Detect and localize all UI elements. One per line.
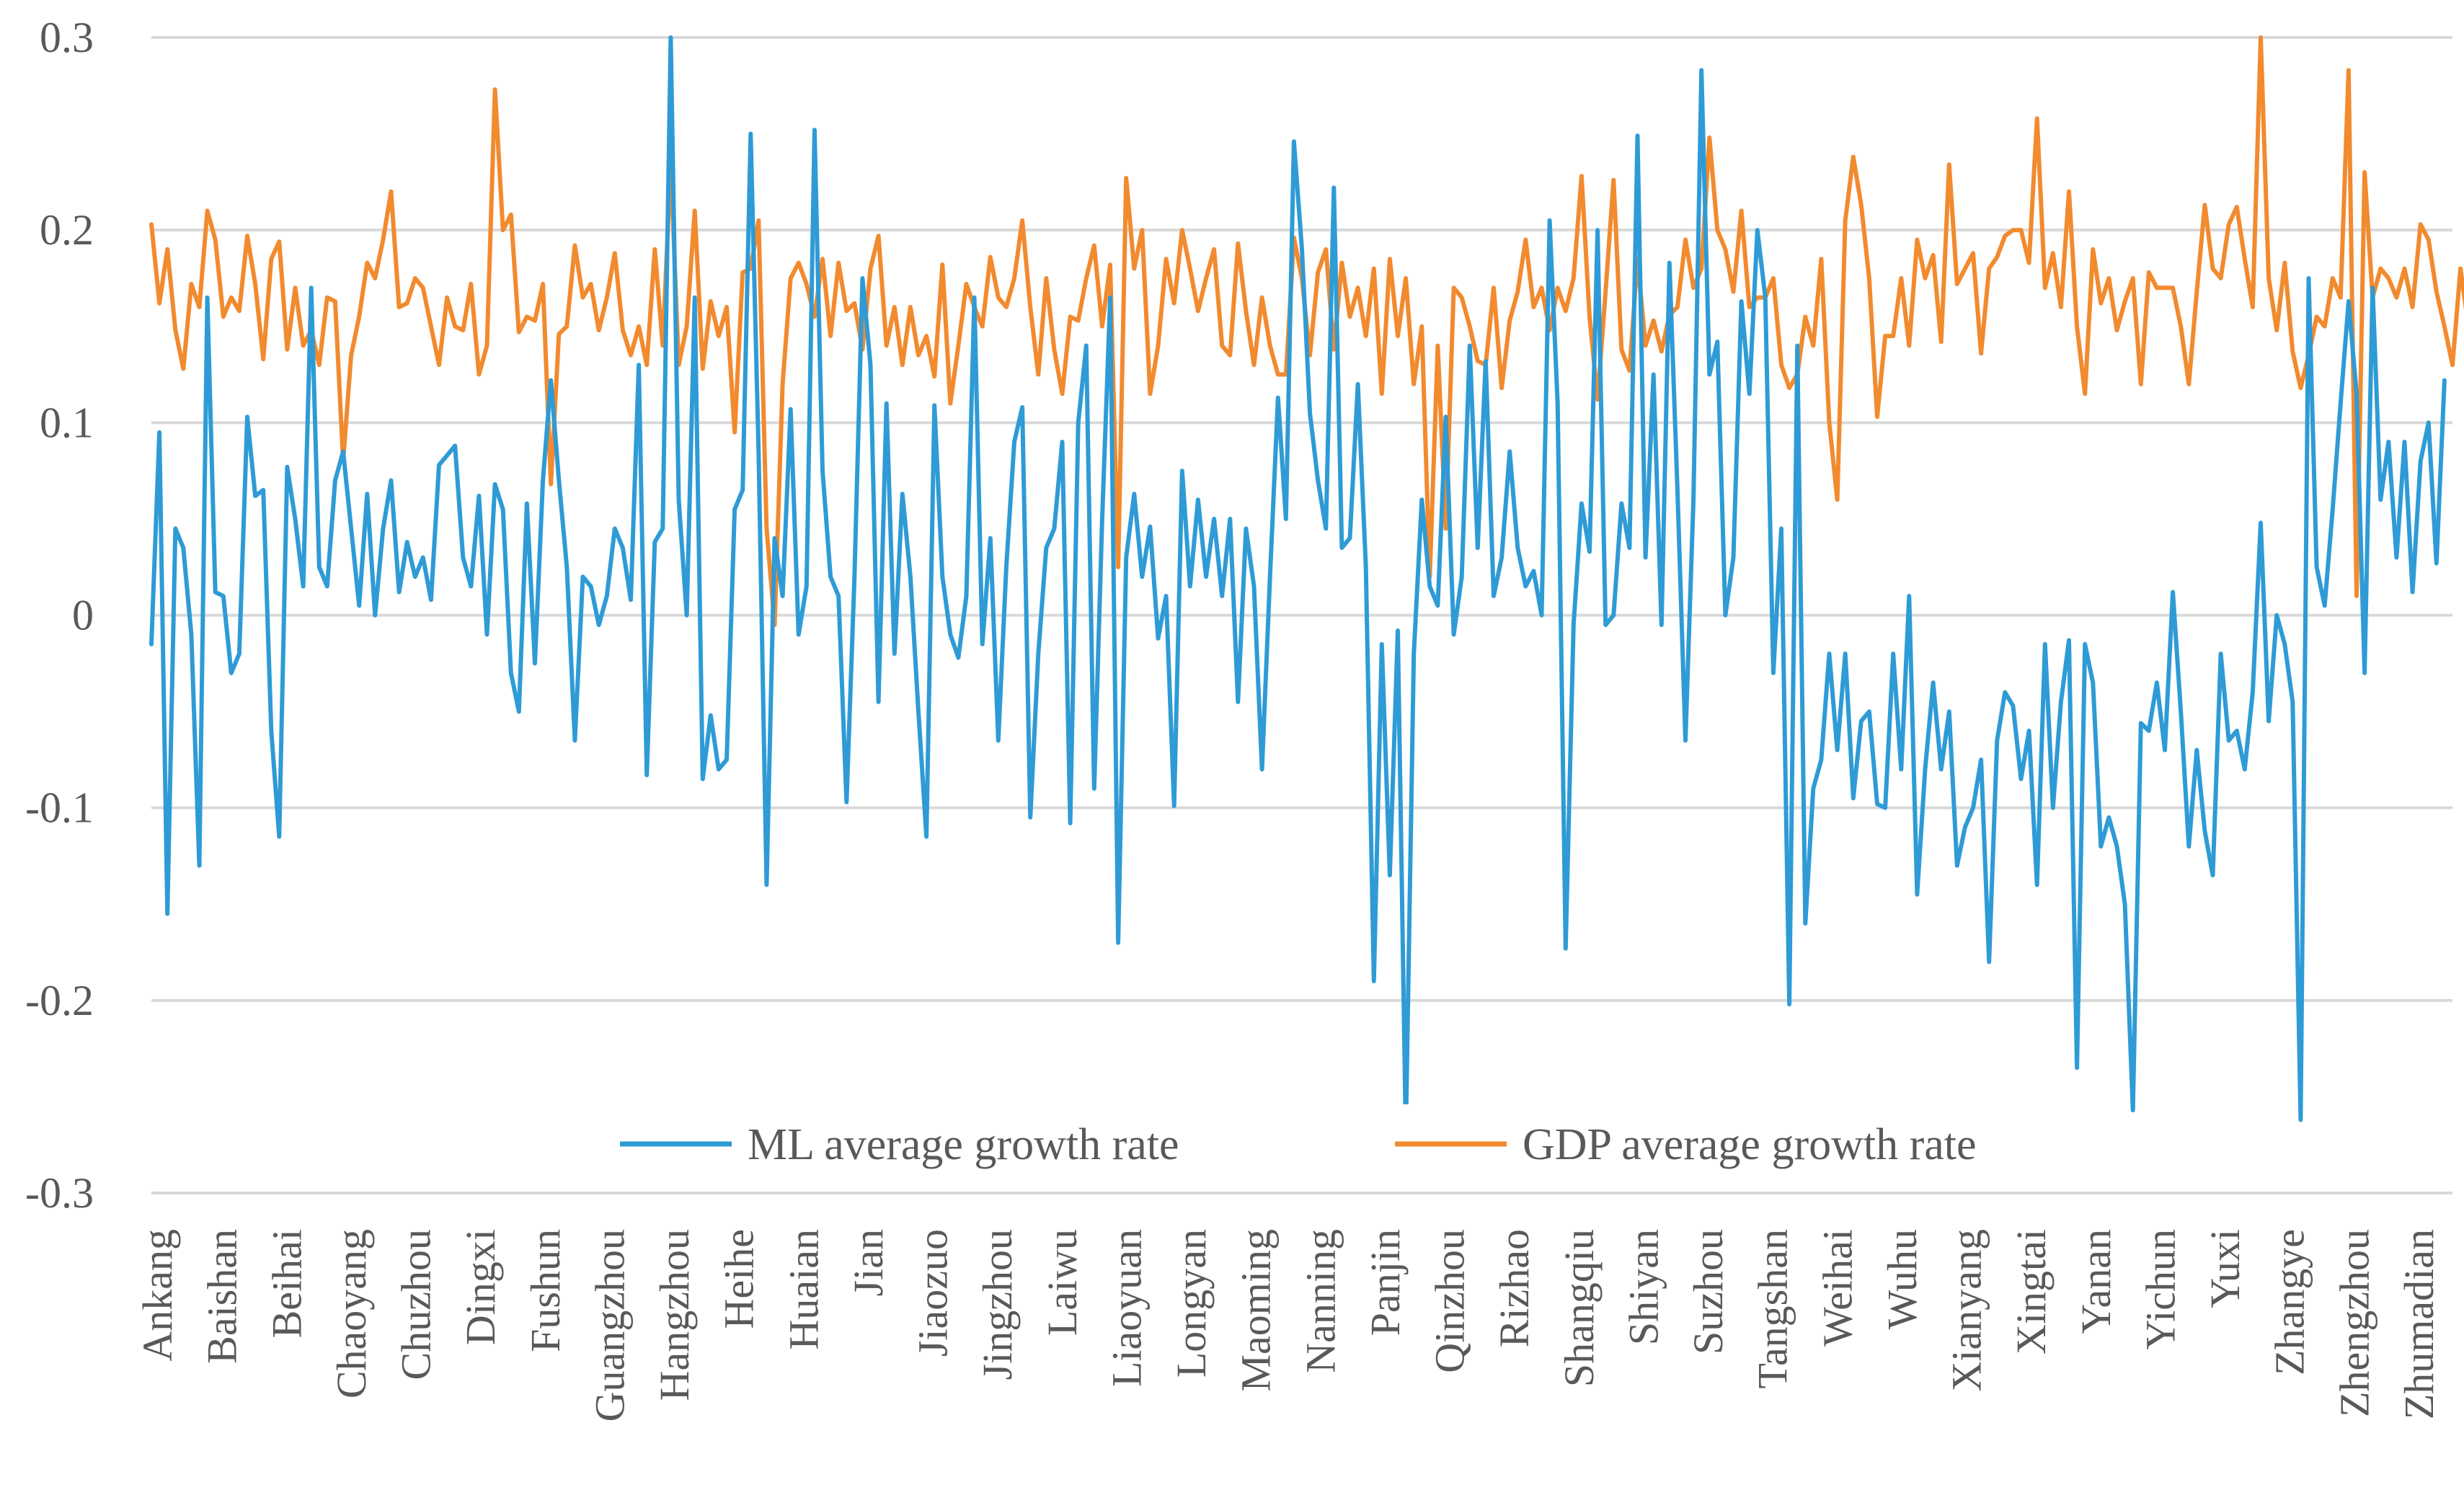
x-tick-label: Chaoyang: [328, 1229, 375, 1398]
y-tick-label: -0.3: [25, 1169, 94, 1217]
y-tick-label: 0: [72, 592, 94, 639]
x-tick-label: Baishan: [199, 1229, 246, 1364]
x-tick-label: Jian: [845, 1229, 892, 1296]
y-tick-label: 0.2: [40, 206, 94, 254]
x-tick-label: Maoming: [1233, 1229, 1280, 1392]
x-tick-label: Jiaozuo: [910, 1229, 957, 1357]
x-tick-label: Xianyang: [1944, 1229, 1990, 1392]
x-tick-label: Fushun: [522, 1229, 569, 1352]
x-tick-label: Suzhou: [1685, 1229, 1732, 1354]
x-tick-label: Panjin: [1362, 1229, 1409, 1336]
x-tick-label: Zhengzhou: [2331, 1229, 2377, 1417]
x-tick-label: Xingtai: [2008, 1229, 2055, 1354]
x-tick-label: Yanan: [2073, 1229, 2119, 1334]
x-tick-label: Laiwu: [1039, 1229, 1086, 1336]
x-tick-label: Tangshan: [1750, 1229, 1796, 1388]
series-line-0: [149, 35, 2447, 1138]
x-tick-label: Nanning: [1297, 1229, 1344, 1373]
x-tick-label: Rizhao: [1491, 1229, 1538, 1347]
x-tick-label: Jingzhou: [974, 1229, 1021, 1380]
y-axis-ticks: 0.3 0.2 0.1 0 -0.1 -0.2 -0.3: [25, 14, 94, 1217]
x-tick-label: Liaoyuan: [1103, 1229, 1150, 1387]
x-tick-label: Shangqiu: [1556, 1229, 1603, 1387]
x-tick-label: Dingxi: [457, 1229, 504, 1345]
x-tick-label: Beihai: [263, 1229, 310, 1338]
x-tick-label: Huaian: [780, 1229, 827, 1350]
x-tick-label: Qinzhou: [1427, 1229, 1473, 1373]
x-tick-label: Shiyan: [1620, 1229, 1667, 1345]
y-tick-label: -0.2: [25, 977, 94, 1024]
x-tick-label: Zhumadian: [2396, 1229, 2442, 1419]
series-lines: [149, 35, 2464, 1138]
gridlines: [151, 36, 2452, 1194]
series-line-1: [149, 35, 2464, 627]
legend-label: GDP average growth rate: [1523, 1120, 1977, 1169]
y-tick-label: -0.1: [25, 784, 94, 832]
x-tick-label: Guangzhou: [586, 1229, 633, 1422]
x-axis-ticks: Ankang Baishan Beihai Chaoyang Chuzhou Dingxi…: [134, 1229, 2442, 1422]
x-tick-label: Wuhu: [1879, 1229, 1925, 1329]
legend-label: ML average growth rate: [748, 1120, 1179, 1169]
x-tick-label: Weihai: [1814, 1229, 1861, 1347]
x-tick-label: Longyan: [1168, 1229, 1215, 1378]
x-tick-label: Heihe: [716, 1229, 763, 1329]
x-tick-label: Ankang: [134, 1229, 181, 1362]
x-tick-label: Hangzhou: [651, 1229, 698, 1401]
x-tick-label: Yichun: [2137, 1229, 2184, 1350]
legend: ML average growth rate GDP average growth…: [606, 1104, 2101, 1180]
y-tick-label: 0.3: [40, 14, 94, 61]
x-tick-label: Chuzhou: [393, 1229, 440, 1380]
x-tick-label: Yuxi: [2202, 1229, 2248, 1308]
y-tick-label: 0.1: [40, 399, 94, 446]
x-tick-label: Zhangye: [2266, 1229, 2313, 1375]
